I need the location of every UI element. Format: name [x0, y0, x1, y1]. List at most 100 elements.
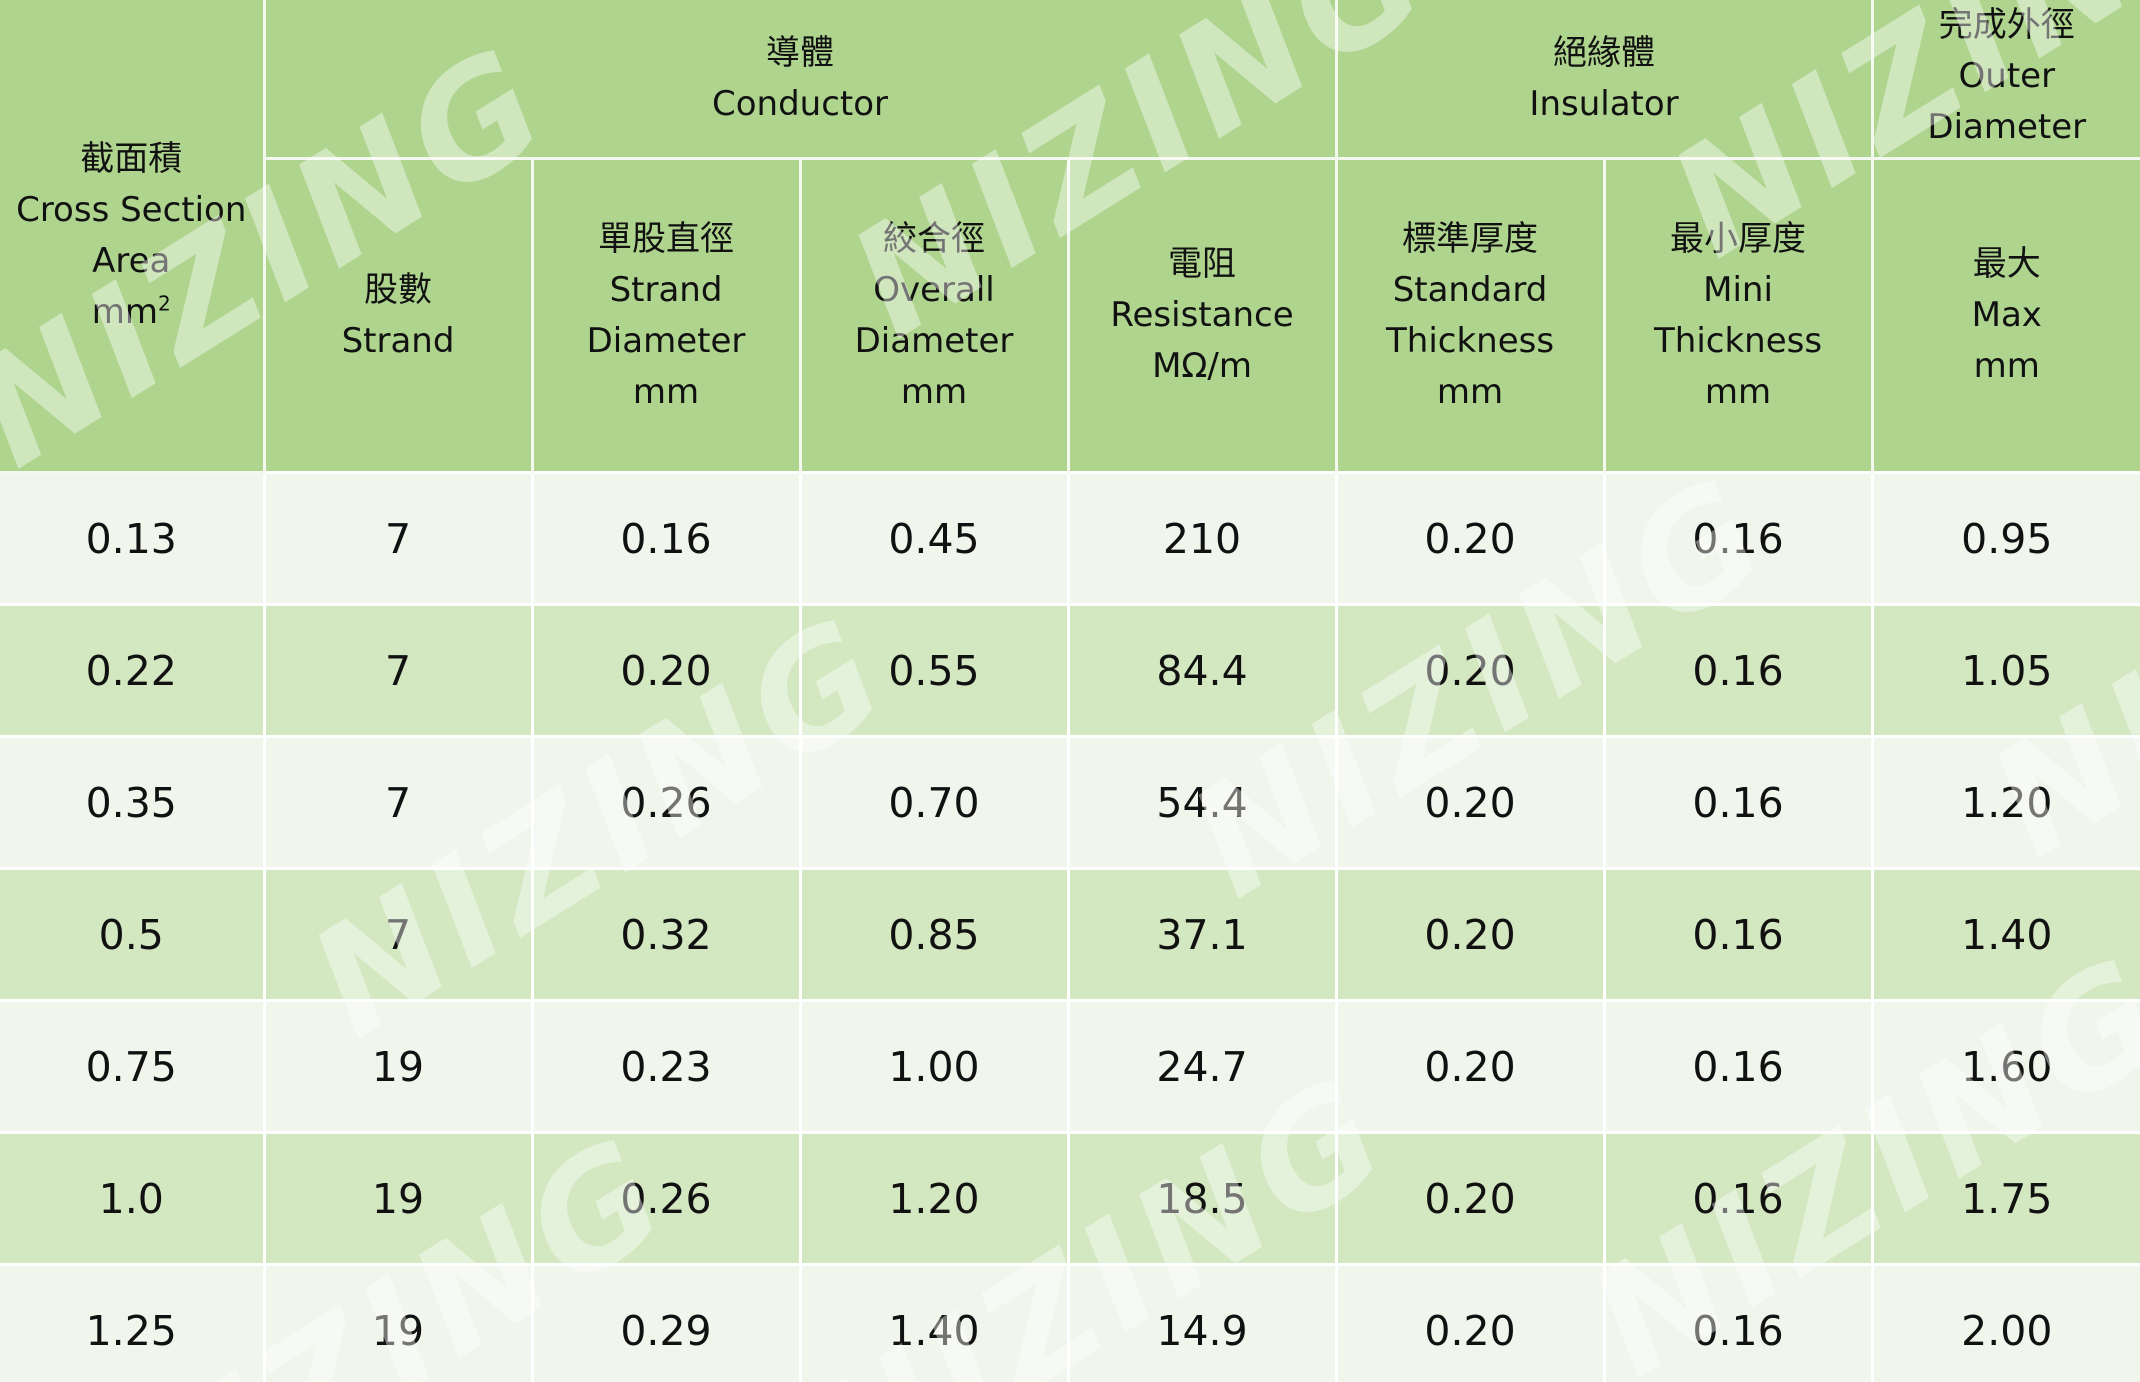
cell-strand: 19	[264, 1263, 534, 1382]
cell-overall-diameter: 1.00	[800, 999, 1070, 1133]
cell-strand: 7	[264, 735, 534, 869]
cell-max-outer-diameter: 1.05	[1872, 603, 2140, 737]
header-mini-thickness-en1: Mini	[1703, 269, 1773, 310]
cell-area: 0.22	[0, 603, 266, 737]
cell-strand-diameter: 0.20	[532, 603, 802, 737]
header-strand-diameter: 單股直徑 Strand Diameter mm	[532, 158, 802, 473]
header-insulator-zh: 絕緣體	[1553, 32, 1656, 73]
cell-max-outer-diameter: 2.00	[1872, 1263, 2140, 1382]
header-strand-diameter-en1: Strand	[609, 269, 723, 310]
table-row: 0.5 7 0.32 0.85 37.1 0.20 0.16 1.40	[0, 867, 2140, 1001]
header-insulator-en: Insulator	[1529, 83, 1679, 124]
header-overall-diameter-zh: 絞合徑	[883, 218, 985, 259]
cell-area: 1.25	[0, 1263, 266, 1382]
cell-standard-thickness: 0.20	[1336, 471, 1606, 605]
header-overall-diameter: 絞合徑 Overall Diameter mm	[800, 158, 1070, 473]
cell-strand-diameter: 0.32	[532, 867, 802, 1001]
cell-resistance: 14.9	[1068, 1263, 1338, 1382]
cell-strand: 7	[264, 867, 534, 1001]
header-standard-thickness-unit: mm	[1436, 371, 1504, 412]
cell-overall-diameter: 1.20	[800, 1131, 1070, 1265]
cell-strand: 19	[264, 1131, 534, 1265]
cell-standard-thickness: 0.20	[1336, 1131, 1606, 1265]
header-strand-diameter-zh: 單股直徑	[598, 218, 734, 259]
cell-overall-diameter: 0.85	[800, 867, 1070, 1001]
header-group-insulator: 絕緣體 Insulator	[1336, 0, 1874, 160]
table-row: 0.22 7 0.20 0.55 84.4 0.20 0.16 1.05	[0, 603, 2140, 737]
cell-standard-thickness: 0.20	[1336, 735, 1606, 869]
cell-mini-thickness: 0.16	[1604, 603, 1874, 737]
table-body: 0.13 7 0.16 0.45 210 0.20 0.16 0.95 0.22…	[0, 471, 2140, 1382]
header-resistance: 電阻 Resistance MΩ/m	[1068, 158, 1338, 473]
header-outer-zh: 完成外徑	[1938, 5, 2075, 45]
header-overall-diameter-unit: mm	[900, 371, 968, 412]
header-area-unit: mm	[91, 291, 158, 332]
table-header: 截面積 Cross Section Area mm2 導體 Conductor …	[0, 0, 2140, 474]
cell-max-outer-diameter: 1.40	[1872, 867, 2140, 1001]
cell-standard-thickness: 0.20	[1336, 867, 1606, 1001]
cell-standard-thickness: 0.20	[1336, 1263, 1606, 1382]
header-area-unit-sup: 2	[158, 291, 171, 316]
cell-strand: 7	[264, 603, 534, 737]
cell-mini-thickness: 0.16	[1604, 1131, 1874, 1265]
header-overall-diameter-en2: Diameter	[854, 320, 1014, 361]
cell-area: 0.75	[0, 999, 266, 1133]
header-strand: 股數 Strand	[264, 158, 534, 473]
header-outer-en2: Diameter	[1927, 107, 2087, 147]
cell-strand-diameter: 0.26	[532, 1131, 802, 1265]
cell-max-outer-diameter: 1.20	[1872, 735, 2140, 869]
header-strand-diameter-en2: Diameter	[586, 320, 746, 361]
cell-area: 0.13	[0, 471, 266, 605]
cell-area: 0.35	[0, 735, 266, 869]
cell-mini-thickness: 0.16	[1604, 735, 1874, 869]
cell-overall-diameter: 0.55	[800, 603, 1070, 737]
header-conductor-zh: 導體	[766, 32, 835, 73]
cell-resistance: 84.4	[1068, 603, 1338, 737]
header-standard-thickness: 標準厚度 Standard Thickness mm	[1336, 158, 1606, 473]
cell-overall-diameter: 1.40	[800, 1263, 1070, 1382]
cell-overall-diameter: 0.45	[800, 471, 1070, 605]
header-resistance-unit: MΩ/m	[1152, 346, 1252, 386]
header-max-unit: mm	[1973, 346, 2040, 386]
header-max: 最大 Max mm	[1872, 158, 2140, 473]
cell-strand-diameter: 0.16	[532, 471, 802, 605]
header-outer-en1: Outer	[1958, 56, 2056, 96]
header-mini-thickness-zh: 最小厚度	[1670, 218, 1807, 259]
cell-max-outer-diameter: 1.60	[1872, 999, 2140, 1133]
header-strand-diameter-unit: mm	[632, 371, 700, 412]
cell-resistance: 54.4	[1068, 735, 1338, 869]
cell-max-outer-diameter: 0.95	[1872, 471, 2140, 605]
header-cross-section-area: 截面積 Cross Section Area mm2	[0, 0, 266, 474]
header-row-columns: 股數 Strand 單股直徑 Strand Diameter mm 絞合徑 Ov…	[0, 158, 2140, 473]
cell-area: 1.0	[0, 1131, 266, 1265]
header-mini-thickness-unit: mm	[1704, 371, 1772, 412]
cell-strand: 7	[264, 471, 534, 605]
header-group-outer-diameter: 完成外徑 Outer Diameter	[1872, 0, 2140, 160]
header-overall-diameter-en1: Overall	[873, 269, 995, 310]
table-row: 0.13 7 0.16 0.45 210 0.20 0.16 0.95	[0, 471, 2140, 605]
header-max-zh: 最大	[1972, 244, 2041, 284]
table-row: 1.0 19 0.26 1.20 18.5 0.20 0.16 1.75	[0, 1131, 2140, 1265]
cell-mini-thickness: 0.16	[1604, 1263, 1874, 1382]
header-area-unit-line: mm2	[2, 287, 261, 338]
header-group-conductor: 導體 Conductor	[264, 0, 1338, 160]
header-conductor-en: Conductor	[712, 83, 889, 124]
cell-standard-thickness: 0.20	[1336, 999, 1606, 1133]
header-strand-en: Strand	[341, 320, 455, 361]
cell-mini-thickness: 0.16	[1604, 999, 1874, 1133]
cell-standard-thickness: 0.20	[1336, 603, 1606, 737]
header-resistance-zh: 電阻	[1168, 244, 1237, 284]
cell-strand-diameter: 0.23	[532, 999, 802, 1133]
header-standard-thickness-en1: Standard	[1392, 269, 1548, 310]
header-max-en: Max	[1971, 295, 2042, 335]
cell-area: 0.5	[0, 867, 266, 1001]
header-strand-zh: 股數	[364, 269, 432, 310]
header-area-en2: Area	[92, 240, 171, 281]
header-standard-thickness-en2: Thickness	[1386, 320, 1555, 361]
header-resistance-en: Resistance	[1110, 295, 1294, 335]
cell-strand: 19	[264, 999, 534, 1133]
header-mini-thickness-en2: Thickness	[1654, 320, 1823, 361]
cell-resistance: 37.1	[1068, 867, 1338, 1001]
